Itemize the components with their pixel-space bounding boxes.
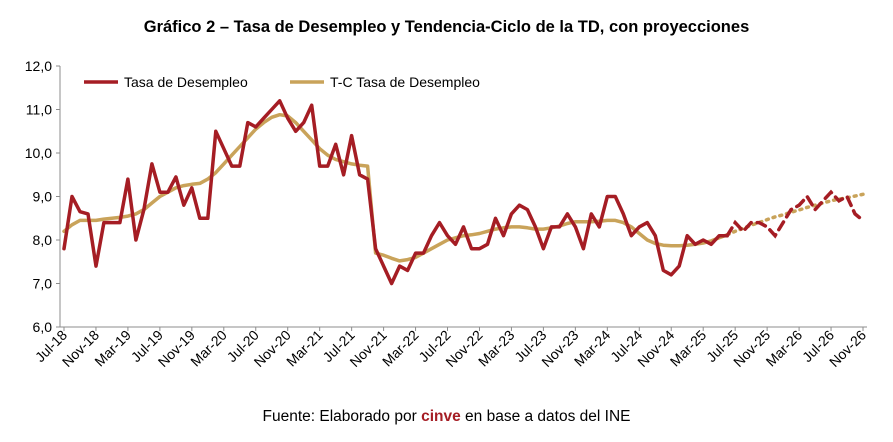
source-suffix: en base a datos del INE <box>460 408 631 425</box>
legend-label-tc: T-C Tasa de Desempleo <box>330 74 480 90</box>
x-tick-label: Mar-21 <box>283 327 326 370</box>
y-tick-label: 6,0 <box>33 319 53 335</box>
series-line-tc <box>62 112 729 263</box>
source-brand: cinve <box>421 408 461 425</box>
legend: Tasa de Desempleo T-C Tasa de Desempleo <box>84 74 480 90</box>
y-tick-label: 9,0 <box>33 189 53 205</box>
x-tick-label: Mar-26 <box>763 327 806 370</box>
series-lines <box>62 99 865 286</box>
x-tick-label: Mar-23 <box>475 327 518 370</box>
x-tick-label: Mar-20 <box>187 327 230 370</box>
x-tick-label: Mar-22 <box>379 327 422 370</box>
chart-title: Gráfico 2 – Tasa de Desempleo y Tendenci… <box>143 18 750 36</box>
x-tick-label: Mar-19 <box>91 327 134 370</box>
x-tick-label: Mar-24 <box>571 327 614 370</box>
y-tick-label: 12,0 <box>25 58 52 74</box>
y-tick-label: 7,0 <box>33 276 53 292</box>
axes: 6,07,08,09,010,011,012,0Jul-18Nov-18Mar-… <box>25 58 870 370</box>
source-prefix: Fuente: Elaborado por <box>262 408 422 425</box>
series-projection-tasa <box>725 189 865 239</box>
y-tick-label: 8,0 <box>33 232 53 248</box>
source-note: Fuente: Elaborado por cinve en base a da… <box>0 408 893 426</box>
y-tick-label: 11,0 <box>26 102 52 118</box>
x-tick-label: Nov-26 <box>826 327 869 370</box>
series-line-tasa <box>62 99 729 286</box>
y-tick-label: 10,0 <box>25 145 52 161</box>
x-tick-label: Mar-25 <box>667 327 710 370</box>
legend-label-tasa: Tasa de Desempleo <box>124 74 248 90</box>
